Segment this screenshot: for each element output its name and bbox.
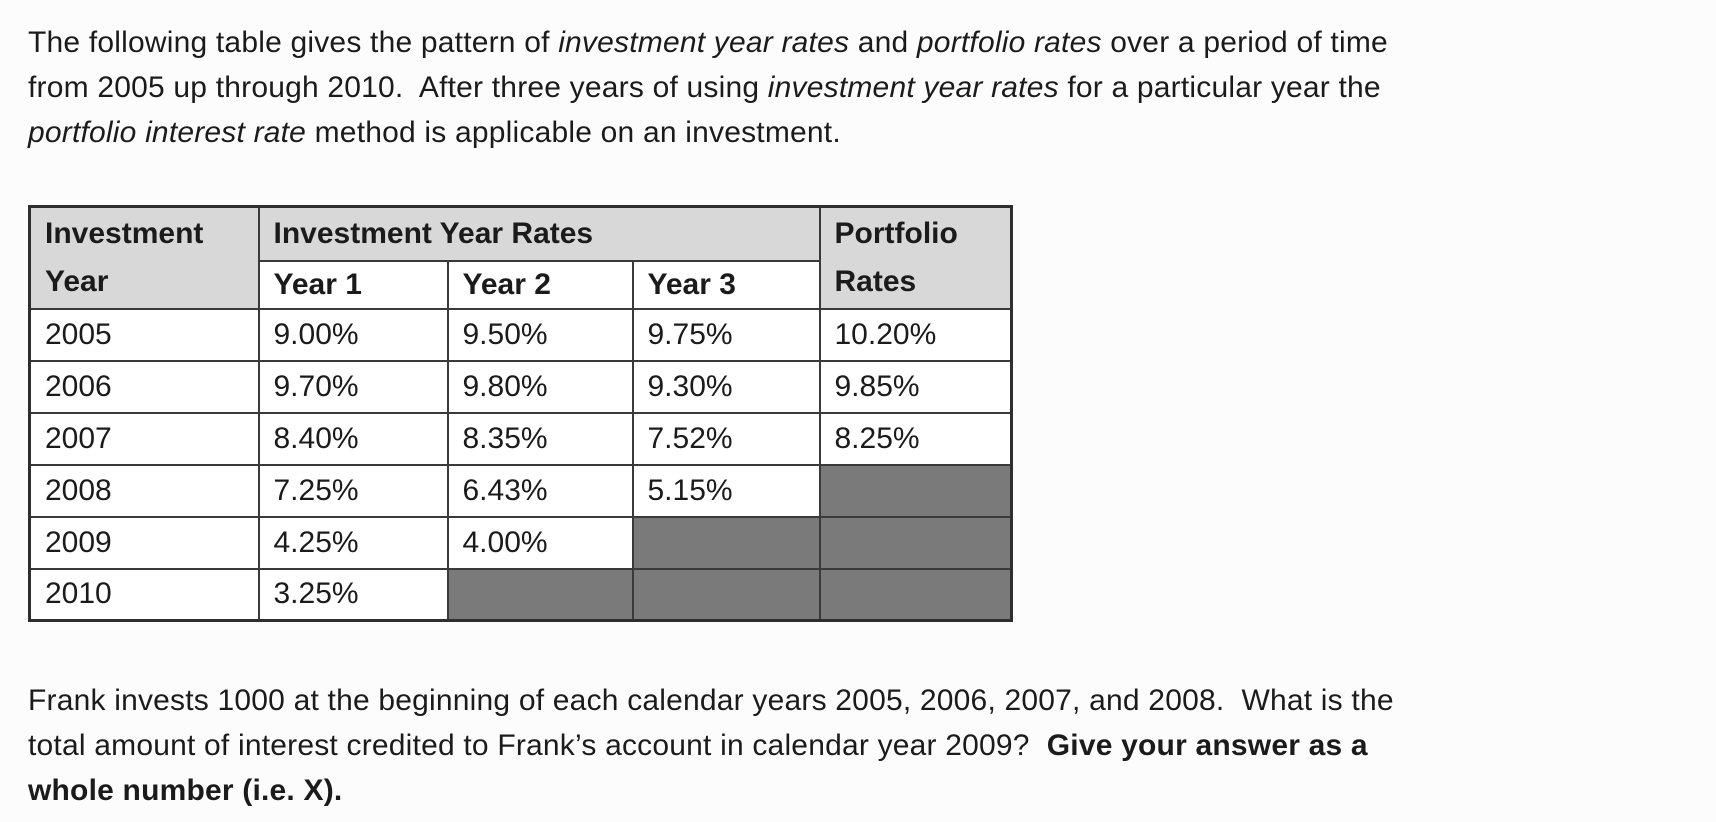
table-row-2007: 2007 8.40% 8.35% 7.52% 8.25% — [28, 411, 1013, 466]
cell-rate-y3-empty — [631, 515, 821, 570]
cell-rate-y1: 7.25% — [257, 463, 449, 518]
text-run: total amount of interest credited to Fra… — [28, 729, 1047, 762]
table-row-2009: 2009 4.25% 4.00% — [28, 515, 1013, 570]
cell-rate-y2: 9.50% — [446, 307, 634, 362]
text-run-italic: portfolio rates — [916, 26, 1102, 59]
text-run-italic: investment year rates — [558, 26, 850, 59]
cell-rate-portfolio-empty — [818, 515, 1013, 570]
cell-rate-portfolio-empty — [818, 463, 1013, 518]
intro-paragraph: The following table gives the pattern of… — [28, 20, 1688, 155]
text-run: Frank invests 1000 at the beginning of e… — [28, 684, 1394, 717]
cell-rate-y1: 3.25% — [257, 567, 449, 622]
text-run: The following table gives the pattern of — [28, 26, 559, 59]
header-investment-year: Investment Year — [28, 205, 260, 310]
text-run: over a period of time — [1101, 26, 1388, 59]
cell-rate-y2: 6.43% — [446, 463, 634, 518]
header-year-1: Year 1 — [257, 259, 449, 310]
text-run: method is applicable on an investment. — [306, 116, 841, 149]
cell-year: 2008 — [28, 463, 260, 518]
question-line-3: whole number (i.e. X). — [28, 768, 1688, 813]
table-row-2008: 2008 7.25% 6.43% 5.15% — [28, 463, 1013, 518]
intro-line-1: The following table gives the pattern of… — [28, 20, 1688, 65]
text-run: from 2005 up through 2010. After three y… — [28, 71, 768, 104]
text-run: and — [849, 26, 917, 59]
cell-rate-y2: 4.00% — [446, 515, 634, 570]
cell-rate-y1: 9.00% — [257, 307, 449, 362]
table-row-2010: 2010 3.25% — [28, 567, 1013, 622]
intro-line-3: portfolio interest rate method is applic… — [28, 110, 1688, 155]
cell-year: 2007 — [28, 411, 260, 466]
header-year-2: Year 2 — [446, 259, 634, 310]
question-line-2: total amount of interest credited to Fra… — [28, 723, 1688, 768]
cell-year: 2006 — [28, 359, 260, 414]
cell-rate-y2: 8.35% — [446, 411, 634, 466]
cell-rate-y2: 9.80% — [446, 359, 634, 414]
cell-rate-portfolio: 8.25% — [818, 411, 1013, 466]
text-run-bold: whole number (i.e. X). — [28, 774, 343, 807]
cell-rate-y2-empty — [446, 567, 634, 622]
text-run-italic: portfolio interest rate — [28, 116, 307, 149]
cell-rate-y3-empty — [631, 567, 821, 622]
text-run: for a particular year the — [1058, 71, 1381, 104]
cell-year: 2010 — [28, 567, 260, 622]
text-run-bold: Give your answer as a — [1046, 729, 1368, 762]
cell-year: 2009 — [28, 515, 260, 570]
question-paragraph: Frank invests 1000 at the beginning of e… — [28, 678, 1688, 813]
cell-rate-y1: 9.70% — [257, 359, 449, 414]
cell-rate-portfolio: 10.20% — [818, 307, 1013, 362]
header-year-3: Year 3 — [631, 259, 821, 310]
table-header-row-2: Year 1 Year 2 Year 3 — [30, 259, 1012, 310]
cell-rate-y3: 9.75% — [631, 307, 821, 362]
cell-rate-y3: 5.15% — [631, 463, 821, 518]
cell-year: 2005 — [28, 307, 260, 362]
text-run-italic: investment year rates — [767, 71, 1059, 104]
cell-rate-y3: 9.30% — [631, 359, 821, 414]
cell-rate-y3: 7.52% — [631, 411, 821, 466]
question-line-1: Frank invests 1000 at the beginning of e… — [28, 678, 1688, 723]
cell-rate-y1: 4.25% — [257, 515, 449, 570]
intro-line-2: from 2005 up through 2010. After three y… — [28, 65, 1688, 110]
cell-rate-portfolio-empty — [818, 567, 1013, 622]
table-header-row-1: Investment Year Investment Year Rates Po… — [28, 205, 1013, 310]
cell-rate-y1: 8.40% — [257, 411, 449, 466]
cell-rate-portfolio: 9.85% — [818, 359, 1013, 414]
table-row-2005: 2005 9.00% 9.50% 9.75% 10.20% — [28, 307, 1013, 362]
table-row-2006: 2006 9.70% 9.80% 9.30% 9.85% — [28, 359, 1013, 414]
header-portfolio-rates: Portfolio Rates — [818, 205, 1013, 310]
rate-table: Investment Year Investment Year Rates Po… — [28, 205, 1013, 622]
header-investment-year-rates: Investment Year Rates — [257, 205, 821, 262]
